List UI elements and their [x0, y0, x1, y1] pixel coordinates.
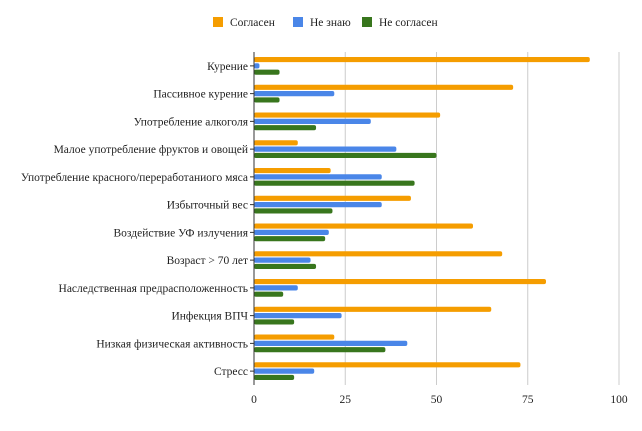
- legend-dont-know-swatch: [293, 17, 303, 27]
- bar-agree: [254, 362, 521, 368]
- y-category-label: Употребление алкоголя: [134, 116, 249, 128]
- bar-disagree: [254, 208, 333, 214]
- bar-dont-know: [254, 118, 371, 124]
- y-category-label: Стресс: [214, 366, 248, 378]
- bar-agree: [254, 140, 298, 146]
- y-category-label: Малое употребление фруктов и овощей: [54, 144, 248, 156]
- legend-disagree-label: Не согласен: [379, 17, 438, 29]
- x-tick-label: 50: [431, 394, 443, 406]
- bar-dont-know: [254, 313, 342, 319]
- grid-layer: [344, 52, 620, 385]
- bar-agree: [254, 278, 546, 285]
- bar-disagree: [254, 291, 284, 297]
- x-tick-label: 0: [251, 394, 257, 406]
- bar-agree: [254, 167, 331, 174]
- bar-dont-know: [254, 202, 382, 208]
- bar-dont-know: [254, 257, 311, 263]
- y-category-label: Наследственная предрасположенность: [59, 283, 248, 295]
- y-category-label: Избыточный вес: [167, 200, 248, 212]
- bar-agree: [254, 334, 335, 340]
- legend-agree-swatch: [213, 17, 223, 27]
- x-tick-label: 100: [610, 394, 628, 406]
- legend-dont-know-label: Не знаю: [310, 17, 351, 29]
- legend-dont-know-item: Не знаю: [293, 17, 351, 29]
- bar-disagree: [254, 69, 280, 75]
- bar-disagree: [254, 263, 317, 270]
- bar-dont-know: [254, 285, 298, 291]
- bar-disagree: [254, 125, 317, 131]
- y-category-label: Возраст > 70 лет: [167, 255, 248, 267]
- bar-dont-know: [254, 340, 408, 346]
- bar-agree: [254, 223, 473, 229]
- bars-layer: [254, 56, 590, 381]
- y-category-label: Воздействие УФ излучения: [114, 227, 249, 239]
- bar-disagree: [254, 236, 326, 242]
- legend-disagree-item: Не согласен: [362, 17, 438, 29]
- y-category-label: Низкая физическая активность: [96, 338, 248, 350]
- bar-agree: [254, 195, 411, 201]
- x-tick-label: 25: [340, 394, 352, 406]
- bar-dont-know: [254, 229, 329, 235]
- bar-disagree: [254, 319, 295, 325]
- bar-disagree: [254, 97, 280, 103]
- bar-agree: [254, 112, 441, 118]
- bar-disagree: [254, 374, 295, 381]
- bar-disagree: [254, 180, 415, 186]
- legend-agree-label: Согласен: [230, 17, 275, 29]
- bar-dont-know: [254, 146, 397, 152]
- bar-agree: [254, 84, 514, 90]
- y-category-label: Употребление красного/переработаниого мя…: [21, 172, 248, 184]
- bar-dont-know: [254, 174, 382, 180]
- bar-dont-know: [254, 63, 260, 69]
- bar-dont-know: [254, 91, 335, 97]
- y-category-label: Инфекция ВПЧ: [171, 311, 248, 323]
- axis-layer: 0 25 50 75 100 Курение Пассивное курение Употре…: [21, 52, 628, 406]
- bar-agree: [254, 306, 492, 312]
- legend-disagree-swatch: [362, 17, 372, 27]
- legend: Согласен Не знаю Не согласен: [213, 17, 438, 29]
- legend-agree-item: Согласен: [213, 17, 275, 29]
- bar-dont-know: [254, 368, 315, 374]
- bar-disagree: [254, 347, 386, 353]
- bar-agree: [254, 251, 503, 257]
- bar-disagree: [254, 152, 437, 159]
- x-tick-label: 75: [522, 394, 534, 406]
- bar-agree: [254, 56, 590, 63]
- y-category-label: Курение: [207, 61, 248, 73]
- y-category-label: Пассивное курение: [153, 89, 248, 101]
